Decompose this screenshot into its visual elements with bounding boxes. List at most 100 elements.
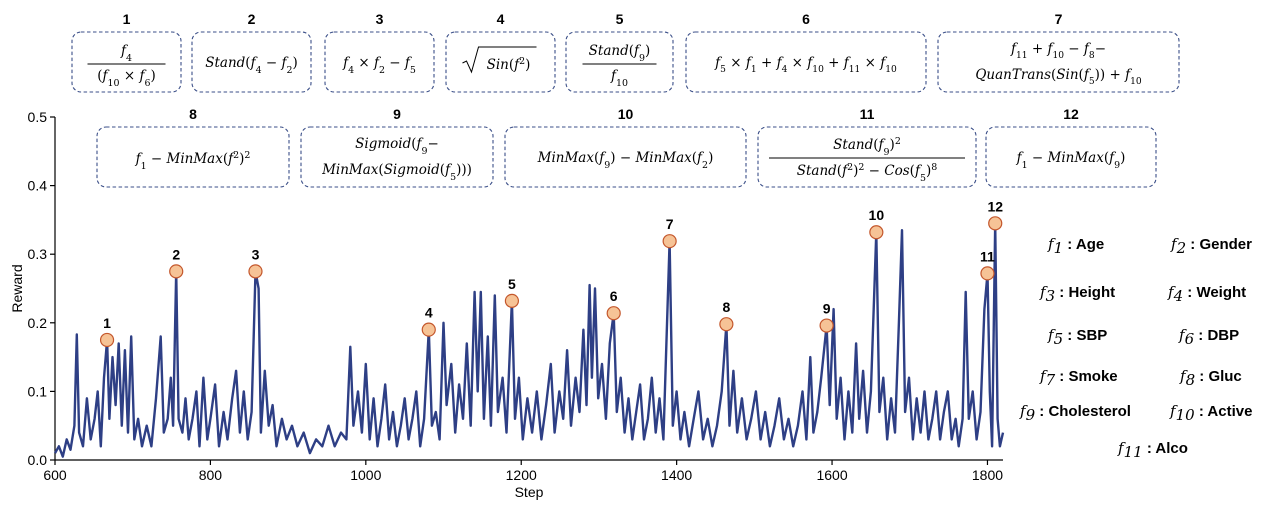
x-tick-label: 1800: [972, 467, 1003, 483]
formula-box-number: 4: [497, 11, 505, 27]
formula-box-9: 9 Sigmoid(f9− MinMax(Sigmoid(f5))): [300, 106, 494, 188]
formula-box-3: 3 f4 × f2 − f5: [324, 11, 435, 93]
peak-label: 11: [980, 248, 995, 264]
peak-label: 8: [722, 299, 730, 315]
formula-box-7: 7 f11 + f10 − f8− QuanTrans(Sin(f5)) + f10: [937, 11, 1180, 93]
formula-box-1: 1 f4 (f10 × f6): [71, 11, 182, 93]
formula-box-2: 2 Stand(f4 − f2): [191, 11, 312, 93]
formula-box-border: [191, 31, 312, 93]
formula-box-number: 1: [123, 11, 131, 27]
formula-box-number: 10: [618, 106, 634, 122]
y-tick-label: 0.3: [28, 246, 48, 262]
formula-box-number: 9: [393, 106, 401, 122]
x-tick-label: 600: [43, 467, 67, 483]
formula-denominator: Stand(f2)2 − Cos(f5)8: [797, 162, 938, 184]
peak-marker: [421, 322, 436, 337]
peak-marker: [169, 264, 184, 279]
peak-marker: [504, 293, 520, 308]
peak-label: 5: [508, 276, 516, 292]
peak-label: 4: [425, 305, 433, 321]
x-tick-label: 800: [199, 467, 223, 483]
formula-text: f4 × f2 − f5: [342, 55, 416, 76]
formula-box-border: [324, 31, 435, 93]
formula-box-number: 7: [1055, 11, 1063, 27]
peak-marker: [719, 317, 734, 332]
peak-label: 2: [172, 246, 180, 262]
formula-text: f11 + f10 − f8−: [1010, 41, 1106, 61]
peak-marker: [819, 318, 834, 333]
peak-marker: [99, 332, 115, 348]
y-tick-label: 0.4: [28, 178, 48, 194]
feature-legend-alco: f11 : Alco: [1117, 439, 1188, 461]
formula-text: MinMax(Sigmoid(f5))): [321, 162, 472, 183]
formula-box-border: [757, 126, 977, 188]
formula-box-border: [565, 31, 674, 93]
peak-label: 3: [252, 246, 260, 262]
peak-marker: [606, 306, 621, 321]
feature-legend-dbp: f6 : DBP: [1178, 326, 1239, 348]
feature-legend-active: f10 : Active: [1169, 402, 1252, 424]
formula-box-border: [300, 126, 494, 188]
sqrt-sign: [462, 46, 537, 74]
formula-numerator: Stand(f9)2: [833, 136, 901, 158]
y-tick-label: 0.5: [28, 109, 48, 125]
formula-text: Stand(f4 − f2): [205, 55, 298, 76]
y-axis-title: Reward: [9, 264, 25, 312]
x-tick-label: 1000: [350, 467, 381, 483]
feature-legend-height: f3 : Height: [1039, 283, 1115, 305]
formula-text: Sigmoid(f9−: [355, 136, 439, 157]
peak-label: 6: [610, 288, 618, 304]
feature-legend-gluc: f8 : Gluc: [1179, 367, 1242, 389]
formula-text: Sin(f2): [487, 56, 531, 74]
formula-box-12: 12 f1 − MinMax(f9): [985, 106, 1157, 188]
feature-legend-weight: f4 : Weight: [1167, 283, 1246, 305]
formula-box-number: 11: [860, 106, 875, 122]
formula-box-5: 5 Stand(f9) f10: [565, 11, 674, 93]
formula-box-number: 2: [248, 11, 256, 27]
formula-denominator: (f10 × f6): [97, 68, 156, 89]
formula-box-number: 3: [376, 11, 384, 27]
formula-box-number: 8: [189, 106, 197, 122]
x-tick-label: 1200: [506, 467, 537, 483]
formula-box-6: 6 f5 × f1 + f4 × f10 + f11 × f10: [685, 11, 927, 93]
feature-legend-smoke: f7 : Smoke: [1039, 367, 1118, 389]
formula-box-10: 10 MinMax(f9) − MinMax(f2): [504, 106, 747, 188]
formula-box-number: 6: [802, 11, 810, 27]
formula-box-number: 12: [1063, 106, 1079, 122]
peak-label: 1: [103, 315, 111, 331]
peak-marker: [869, 225, 884, 240]
peak-label: 9: [823, 301, 831, 317]
formula-text: f5 × f1 + f4 × f10 + f11 × f10: [714, 55, 897, 75]
formula-box-border: [937, 31, 1180, 93]
formula-box-8: 8 f1 − MinMax(f2)2: [96, 106, 290, 188]
x-tick-label: 1600: [816, 467, 847, 483]
formula-box-4: 4 Sin(f2): [445, 11, 556, 93]
formula-text: MinMax(f9) − MinMax(f2): [537, 150, 714, 171]
y-tick-label: 0.1: [28, 383, 48, 399]
formula-box-border: [985, 126, 1157, 188]
feature-legend-gender: f2 : Gender: [1170, 235, 1252, 257]
formula-text: f1 − MinMax(f2)2: [135, 150, 251, 172]
formula-denominator: f10: [610, 68, 628, 89]
formula-numerator: Stand(f9): [589, 43, 651, 64]
y-tick-label: 0.0: [28, 452, 48, 468]
feature-legend-cholesterol: f9 : Cholesterol: [1019, 402, 1131, 424]
formula-box-border: [96, 126, 290, 188]
formula-box-number: 5: [616, 11, 624, 27]
formula-box-border: [685, 31, 927, 93]
peak-marker: [980, 266, 995, 281]
y-tick-label: 0.2: [28, 315, 48, 331]
formula-box-border: [504, 126, 747, 188]
peak-label: 10: [869, 207, 885, 223]
formula-box-11: 11 Stand(f9)2 Stand(f2)2 − Cos(f5)8: [757, 106, 977, 188]
peak-marker: [662, 234, 677, 249]
peak-marker: [248, 264, 263, 279]
feature-legend-age: f1 : Age: [1047, 235, 1104, 257]
x-tick-label: 1400: [661, 467, 692, 483]
formula-numerator: f4: [120, 43, 132, 64]
x-axis-title: Step: [515, 484, 544, 500]
formula-text: f1 − MinMax(f9): [1016, 150, 1126, 171]
peak-label: 7: [666, 216, 674, 232]
